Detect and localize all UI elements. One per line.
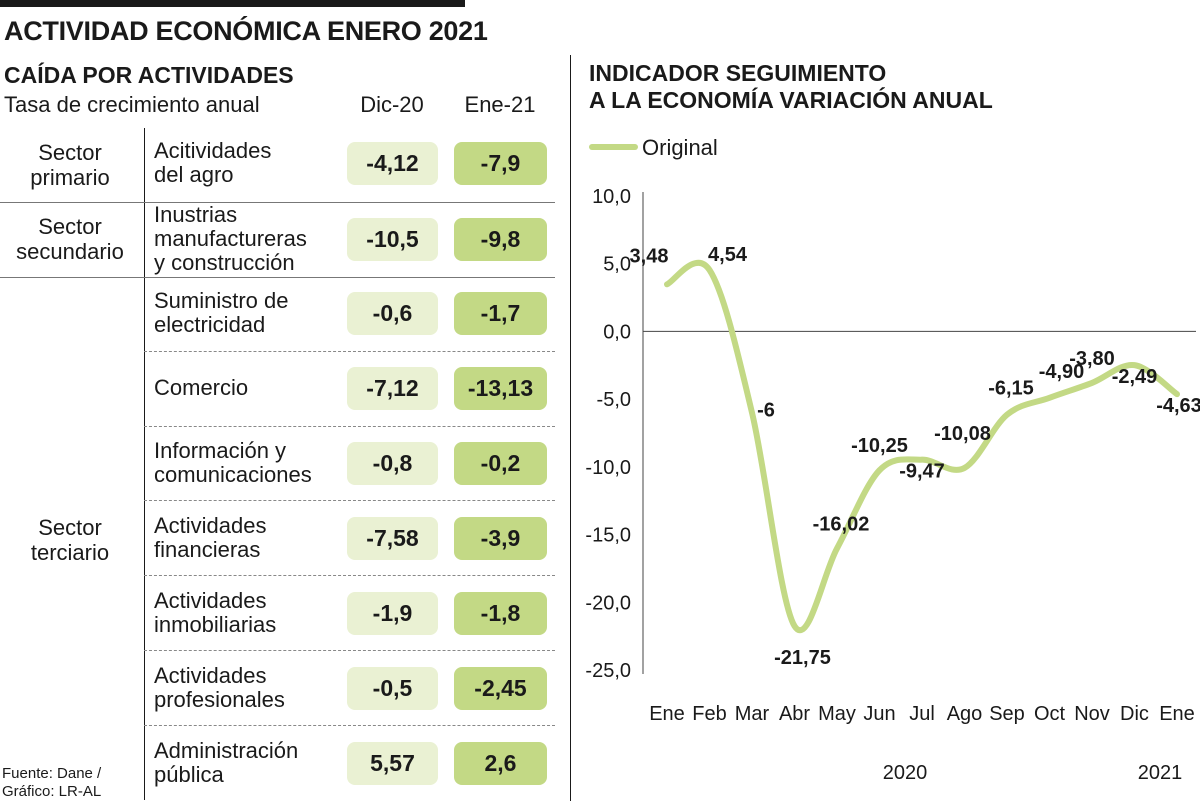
activity-electricidad: Suministro de electricidad [154,288,289,337]
x-tick-label: May [818,703,856,725]
legend-label: Original [642,135,718,160]
value-dic-administracion: 5,57 [347,742,438,785]
activity-agro: Acitividades del agro [154,138,272,187]
data-label: -4,63 [1156,395,1200,417]
y-tick-label: -15,0 [585,525,631,547]
x-tick-label: Jun [863,703,895,725]
value-ene-agro: -7,9 [454,142,547,185]
value-ene-financieras: -3,9 [454,517,547,560]
x-tick-label: Mar [735,703,770,725]
x-tick-label: Sep [989,703,1025,725]
y-tick-label: -25,0 [585,660,631,682]
data-label: -10,25 [851,435,908,457]
column-header-dic: Dic-20 [360,92,424,117]
value-ene-inmobiliarias: -1,8 [454,592,547,635]
x-tick-label: Ene [649,703,685,725]
year-label: 2021 [1138,762,1183,784]
data-label: -10,08 [934,423,991,445]
x-tick-label: Feb [692,703,726,725]
column-header-ene: Ene-21 [464,92,536,117]
activity-administracion: Administración pública [154,738,299,787]
chart-title: INDICADOR SEGUIMIENTO A LA ECONOMÍA VARIA… [589,60,993,113]
activity-financieras: Actividades financieras [154,513,267,562]
activity-inmobiliarias: Actividades inmobiliarias [154,588,277,637]
activity-profesionales: Actividades profesionales [154,663,285,712]
y-tick-label: 10,0 [592,186,631,208]
value-ene-electricidad: -1,7 [454,292,547,335]
row-separator [144,351,555,352]
value-ene-profesionales: -2,45 [454,667,547,710]
row-separator [144,575,555,576]
value-dic-profesionales: -0,5 [347,667,438,710]
value-dic-manufactura: -10,5 [347,218,438,261]
x-tick-label: Ago [947,703,983,725]
data-label: 4,54 [708,244,748,266]
value-dic-agro: -4,12 [347,142,438,185]
data-label: -9,47 [899,461,945,483]
value-ene-manufactura: -9,8 [454,218,547,261]
data-label: -2,49 [1112,366,1158,388]
row-separator [144,500,555,501]
data-label: -3,80 [1069,348,1115,370]
x-tick-label: Ene [1159,703,1195,725]
y-tick-label: -20,0 [585,592,631,614]
value-dic-electricidad: -0,6 [347,292,438,335]
value-ene-informacion: -0,2 [454,442,547,485]
x-tick-label: Nov [1074,703,1110,725]
sector-primario-label: Sector primario [30,140,110,190]
x-tick-label: Dic [1120,703,1149,725]
value-dic-informacion: -0,8 [347,442,438,485]
table-vertical-rule [144,128,145,800]
value-dic-inmobiliarias: -1,9 [347,592,438,635]
page-title: ACTIVIDAD ECONÓMICA ENERO 2021 [4,16,488,46]
sector-separator [0,202,555,203]
sector-separator [0,277,555,278]
row-separator [144,426,555,427]
row-separator [144,725,555,726]
x-tick-label: Jul [909,703,935,725]
value-dic-financieras: -7,58 [347,517,438,560]
year-label: 2020 [883,762,928,784]
data-label: -16,02 [813,513,870,535]
rate-label: Tasa de crecimiento anual [4,92,260,117]
data-label: -4,90 [1039,361,1085,383]
value-ene-administracion: 2,6 [454,742,547,785]
panel-divider [570,55,571,801]
series-line-original [664,259,1180,633]
sector-secundario-label: Sector secundario [16,214,124,264]
data-label: -21,75 [774,647,831,669]
activity-informacion: Información y comunicaciones [154,438,312,487]
value-ene-comercio: -13,13 [454,367,547,410]
activity-manufactura: Inustrias manufactureras y construcción [154,202,307,275]
table-title: CAÍDA POR ACTIVIDADES [4,62,294,88]
row-separator [144,650,555,651]
y-tick-label: 5,0 [603,254,631,276]
data-label: -6 [757,400,775,422]
source-note: Fuente: Dane / Gráfico: LR-AL [2,765,102,800]
x-tick-label: Abr [779,703,810,725]
data-label: 3,48 [630,245,669,267]
x-tick-label: Oct [1034,703,1066,725]
y-tick-label: -10,0 [585,457,631,479]
sector-terciario-label: Sector terciario [30,515,110,565]
activity-comercio: Comercio [154,375,249,400]
value-dic-comercio: -7,12 [347,367,438,410]
y-tick-label: 0,0 [603,321,631,343]
y-tick-label: -5,0 [597,389,631,411]
top-bar [0,0,465,7]
data-label: -6,15 [988,378,1034,400]
